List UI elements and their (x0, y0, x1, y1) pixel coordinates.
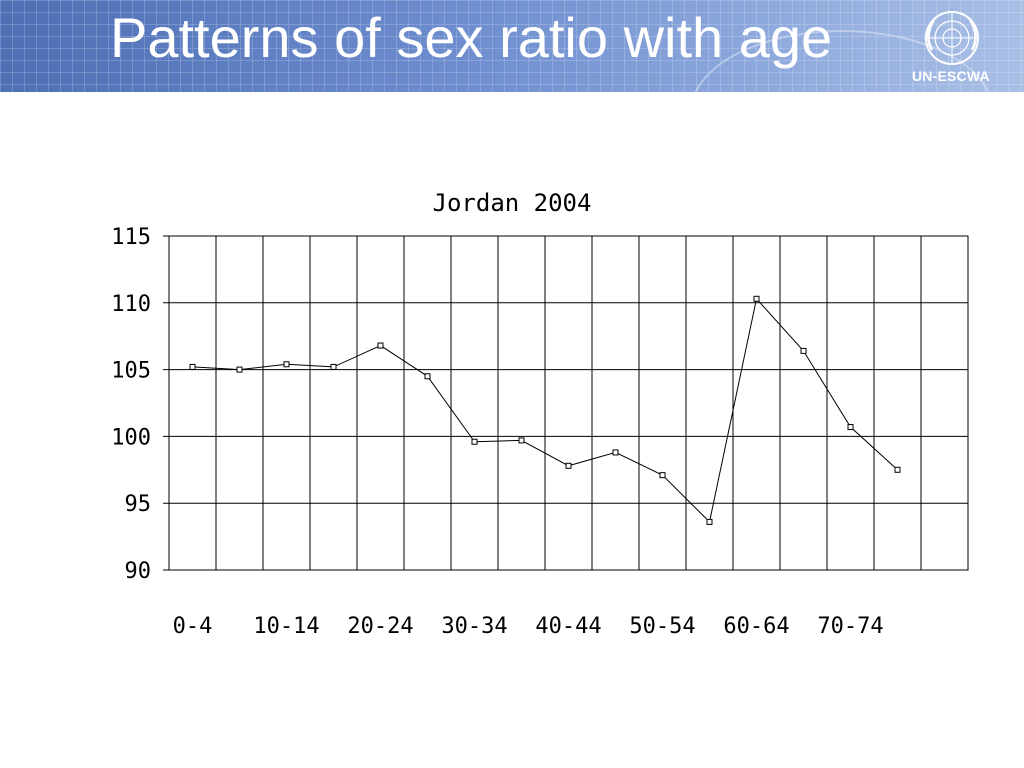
data-point (800, 347, 807, 354)
un-emblem-icon (925, 11, 979, 65)
x-tick-label: 10-14 (253, 614, 319, 639)
data-point (189, 363, 196, 370)
x-tick-label: 20-24 (347, 614, 413, 639)
data-point (283, 361, 290, 368)
slide-title: Patterns of sex ratio with age (110, 6, 833, 69)
data-point (471, 438, 478, 445)
data-point (565, 462, 572, 469)
header-banner: Patterns of sex ratio with age UN-ESCWA (0, 0, 1024, 92)
x-tick-label: 50-54 (629, 614, 695, 639)
x-axis: 0-4 10-14 20-24 30-34 40-44 50-54 60-64 70-74 (173, 614, 884, 639)
x-tick-label: 40-44 (535, 614, 601, 639)
plot-frame (168, 235, 969, 571)
x-tick-label: 0-4 (173, 614, 213, 639)
data-point (706, 518, 713, 525)
series-line (192, 297, 898, 523)
y-tick-label: 115 (111, 225, 151, 250)
data-point (424, 373, 431, 380)
chart-grid (163, 235, 969, 571)
y-tick-label: 100 (111, 425, 151, 450)
data-point (894, 466, 901, 473)
chart-series (189, 295, 901, 525)
x-tick-label: 70-74 (817, 614, 883, 639)
data-point (236, 366, 243, 373)
y-tick-label: 105 (111, 359, 151, 384)
y-axis: 90 95 100 105 110 115 (111, 225, 151, 584)
data-point (847, 424, 854, 431)
y-tick-label: 95 (125, 492, 152, 517)
data-point (612, 449, 619, 456)
data-point (377, 342, 384, 349)
data-point (659, 472, 666, 479)
y-tick-label: 90 (125, 559, 152, 584)
logo-text: UN-ESCWA (912, 68, 990, 84)
data-point (518, 437, 525, 444)
x-tick-label: 60-64 (723, 614, 789, 639)
data-point (330, 363, 337, 370)
chart-title: Jordan 2004 (433, 189, 592, 217)
y-tick-label: 110 (111, 292, 151, 317)
data-point (753, 295, 760, 302)
x-tick-label: 30-34 (441, 614, 507, 639)
